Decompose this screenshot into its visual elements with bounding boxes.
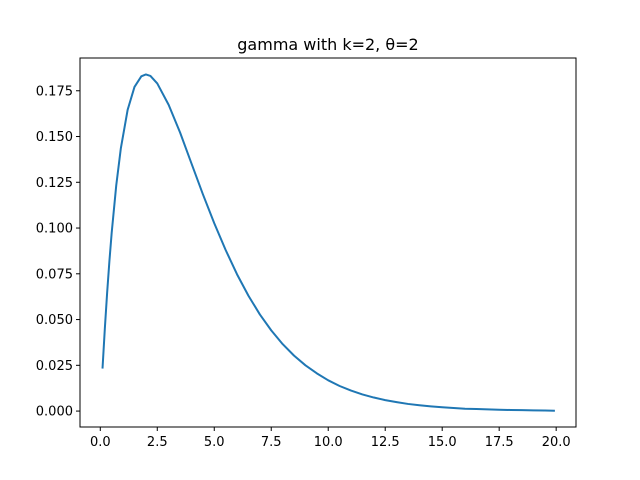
y-tick-label: 0.025: [36, 359, 73, 374]
y-tick-label: 0.000: [36, 405, 73, 420]
x-tick-label: 10.0: [314, 435, 343, 450]
x-tick-label: 0.0: [90, 435, 111, 450]
x-tick-label: 7.5: [261, 435, 282, 450]
y-tick-label: 0.050: [36, 313, 73, 328]
x-tick-label: 17.5: [485, 435, 514, 450]
axes: 0.0 2.5 5.0 7.5 10.0 12.5 15.0 17.5 20.0 0.000 0.0…: [36, 57, 577, 450]
y-tick-label: 0.125: [36, 176, 73, 191]
plot-area: [101, 73, 555, 412]
x-tick-label: 2.5: [147, 435, 168, 450]
series-line-0: [101, 73, 555, 412]
x-tick-label: 5.0: [204, 435, 225, 450]
x-tick-label: 15.0: [428, 435, 457, 450]
x-tick-label: 12.5: [371, 435, 400, 450]
y-tick-label: 0.075: [36, 267, 73, 282]
y-tick-label: 0.150: [36, 130, 73, 145]
y-tick-label: 0.175: [36, 84, 73, 99]
x-tick-label: 20.0: [542, 435, 571, 450]
chart-title: gamma with k=2, θ=2: [237, 35, 418, 54]
y-tick-label: 0.100: [36, 222, 73, 237]
